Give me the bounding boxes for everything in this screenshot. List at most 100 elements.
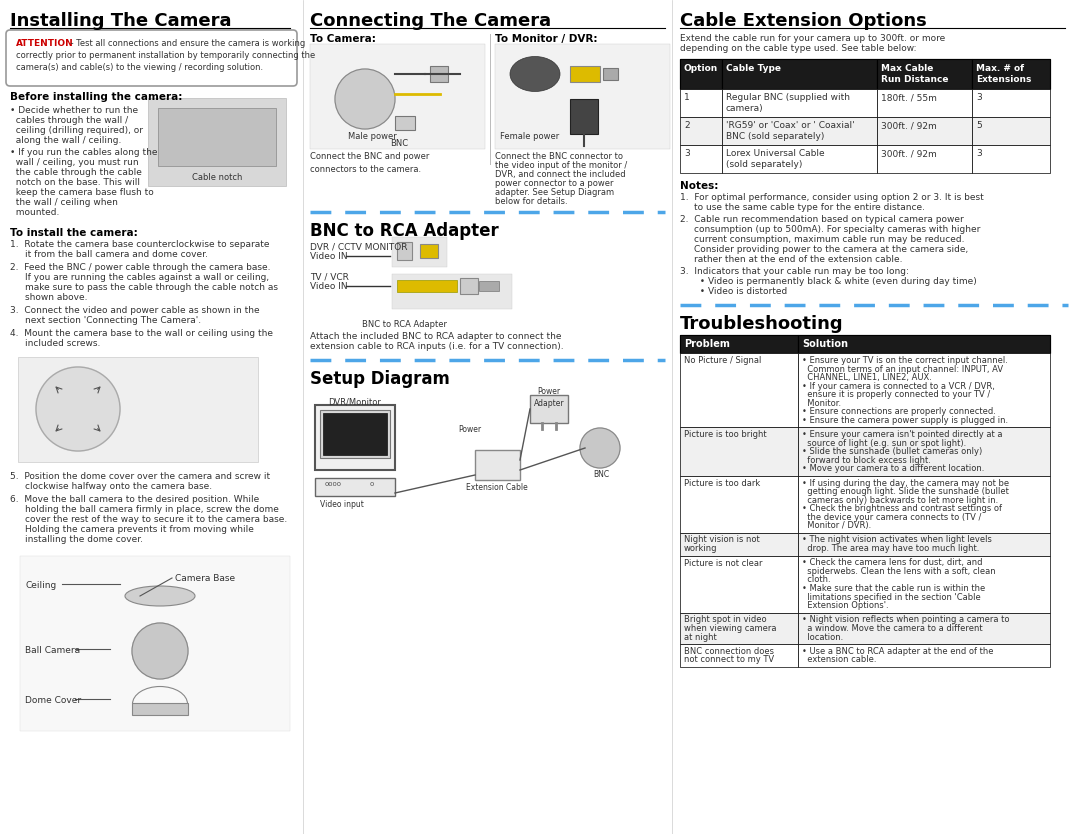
- Bar: [877, 59, 972, 89]
- Bar: [680, 555, 798, 612]
- Text: DVR / CCTV MONITOR: DVR / CCTV MONITOR: [310, 242, 407, 251]
- Bar: [397, 242, 411, 260]
- Text: the device your camera connects to (TV /: the device your camera connects to (TV /: [802, 513, 982, 521]
- Bar: [475, 450, 519, 480]
- Text: • Decide whether to run the: • Decide whether to run the: [10, 106, 138, 115]
- Text: Extensions: Extensions: [976, 75, 1031, 84]
- Bar: [972, 117, 1050, 145]
- Text: Extend the cable run for your camera up to 300ft. or more: Extend the cable run for your camera up …: [680, 34, 945, 43]
- Text: o: o: [370, 481, 375, 487]
- Bar: [158, 108, 276, 166]
- Bar: [798, 644, 1050, 667]
- Text: limitations specified in the section 'Cable: limitations specified in the section 'Ca…: [802, 592, 981, 601]
- Text: Lorex Universal Cable: Lorex Universal Cable: [726, 149, 825, 158]
- Text: shown above.: shown above.: [25, 293, 87, 302]
- Bar: [680, 353, 798, 427]
- Text: Consider providing power to the camera at the camera side,: Consider providing power to the camera a…: [694, 245, 969, 254]
- Text: 1: 1: [684, 93, 690, 102]
- Text: Monitor / DVR).: Monitor / DVR).: [802, 521, 872, 530]
- Ellipse shape: [125, 586, 195, 606]
- Bar: [395, 116, 415, 130]
- Text: cameras only) backwards to let more light in.: cameras only) backwards to let more ligh…: [802, 495, 998, 505]
- Text: depending on the cable type used. See table below:: depending on the cable type used. See ta…: [680, 44, 917, 53]
- Text: the cable through the cable: the cable through the cable: [10, 168, 141, 177]
- Text: Connect the BNC connector to: Connect the BNC connector to: [495, 152, 623, 161]
- Text: Extension Cable: Extension Cable: [467, 483, 528, 492]
- Text: Max Cable: Max Cable: [881, 64, 933, 73]
- Bar: [798, 532, 1050, 555]
- Bar: [972, 59, 1050, 89]
- Text: Problem: Problem: [684, 339, 730, 349]
- Text: • Check the camera lens for dust, dirt, and: • Check the camera lens for dust, dirt, …: [802, 559, 983, 567]
- Text: along the wall / ceiling.: along the wall / ceiling.: [10, 136, 121, 145]
- Text: BNC to RCA Adapter: BNC to RCA Adapter: [310, 222, 499, 240]
- Text: • If using during the day, the camera may not be: • If using during the day, the camera ma…: [802, 479, 1009, 488]
- Bar: [315, 405, 395, 470]
- Text: Solution: Solution: [802, 339, 848, 349]
- Bar: [495, 44, 670, 149]
- Text: mounted.: mounted.: [10, 208, 59, 217]
- Text: Monitor.: Monitor.: [802, 399, 841, 408]
- Bar: [320, 410, 390, 458]
- Bar: [680, 59, 1050, 89]
- Text: 1.  For optimal performance, consider using option 2 or 3. It is best: 1. For optimal performance, consider usi…: [680, 193, 984, 202]
- Text: 6.  Move the ball camera to the desired position. While: 6. Move the ball camera to the desired p…: [10, 495, 259, 504]
- Text: • Night vision reflects when pointing a camera to: • Night vision reflects when pointing a …: [802, 615, 1010, 625]
- Text: Troubleshooting: Troubleshooting: [680, 315, 843, 333]
- Text: • Ensure the camera power supply is plugged in.: • Ensure the camera power supply is plug…: [802, 415, 1008, 425]
- Text: TV / VCR: TV / VCR: [310, 272, 349, 281]
- Text: Attach the included BNC to RCA adapter to connect the: Attach the included BNC to RCA adapter t…: [310, 332, 562, 341]
- Text: BNC connection does: BNC connection does: [684, 647, 774, 656]
- Bar: [723, 145, 877, 173]
- Text: holding the ball camera firmly in place, screw the dome: holding the ball camera firmly in place,…: [25, 505, 279, 514]
- Text: 3.  Connect the video and power cable as shown in the: 3. Connect the video and power cable as …: [10, 306, 259, 315]
- Text: DVR, and connect the included: DVR, and connect the included: [495, 170, 625, 179]
- Text: BNC: BNC: [593, 470, 609, 479]
- Text: the wall / ceiling when: the wall / ceiling when: [10, 198, 118, 207]
- Text: 5: 5: [976, 121, 982, 130]
- Bar: [460, 278, 478, 294]
- Bar: [877, 117, 972, 145]
- Text: Run Distance: Run Distance: [881, 75, 948, 84]
- Circle shape: [132, 623, 188, 679]
- Text: 2: 2: [684, 121, 690, 130]
- Bar: [798, 475, 1050, 532]
- Text: Picture is not clear: Picture is not clear: [684, 559, 762, 567]
- Text: rather then at the end of the extension cable.: rather then at the end of the extension …: [694, 255, 903, 264]
- Circle shape: [580, 428, 620, 468]
- Text: clockwise halfway onto the camera base.: clockwise halfway onto the camera base.: [25, 482, 212, 491]
- Text: getting enough light. Slide the sunshade (bullet: getting enough light. Slide the sunshade…: [802, 487, 1009, 496]
- Text: next section 'Connecting The Camera'.: next section 'Connecting The Camera'.: [25, 316, 201, 325]
- Text: source of light (e.g. sun or spot light).: source of light (e.g. sun or spot light)…: [802, 439, 967, 448]
- Text: extension cable.: extension cable.: [802, 656, 877, 665]
- Text: Video IN: Video IN: [310, 282, 348, 291]
- Text: Installing The Camera: Installing The Camera: [10, 12, 231, 30]
- Text: installing the dome cover.: installing the dome cover.: [25, 535, 143, 544]
- Text: To install the camera:: To install the camera:: [10, 228, 138, 238]
- Bar: [603, 68, 618, 80]
- Bar: [680, 335, 1050, 353]
- Text: 300ft. / 92m: 300ft. / 92m: [881, 149, 936, 158]
- Text: 1.  Rotate the camera base counterclockwise to separate: 1. Rotate the camera base counterclockwi…: [10, 240, 270, 249]
- Text: BNC to RCA Adapter: BNC to RCA Adapter: [363, 320, 447, 329]
- Text: power connector to a power: power connector to a power: [495, 179, 613, 188]
- Bar: [530, 395, 568, 423]
- Text: correctly prior to permanent installation by temporarily connecting the: correctly prior to permanent installatio…: [16, 51, 315, 60]
- Text: • Slide the sunshade (bullet cameras only): • Slide the sunshade (bullet cameras onl…: [802, 447, 982, 456]
- Text: Cable notch: Cable notch: [192, 173, 242, 182]
- Bar: [972, 145, 1050, 173]
- Bar: [18, 357, 258, 462]
- Text: working: working: [684, 544, 717, 553]
- Text: 180ft. / 55m: 180ft. / 55m: [881, 93, 936, 102]
- Text: Female power: Female power: [500, 132, 559, 141]
- Text: • Move your camera to a different location.: • Move your camera to a different locati…: [802, 464, 984, 473]
- Text: • The night vision activates when light levels: • The night vision activates when light …: [802, 535, 991, 545]
- Text: • Check the brightness and contrast settings of: • Check the brightness and contrast sett…: [802, 504, 1002, 513]
- Bar: [798, 353, 1050, 427]
- Text: Ball Camera: Ball Camera: [25, 646, 80, 655]
- Text: cloth.: cloth.: [802, 575, 831, 585]
- Text: spiderwebs. Clean the lens with a soft, clean: spiderwebs. Clean the lens with a soft, …: [802, 567, 996, 576]
- Circle shape: [335, 69, 395, 129]
- Text: Regular BNC (supplied with: Regular BNC (supplied with: [726, 93, 850, 102]
- Text: • If your camera is connected to a VCR / DVR,: • If your camera is connected to a VCR /…: [802, 381, 995, 390]
